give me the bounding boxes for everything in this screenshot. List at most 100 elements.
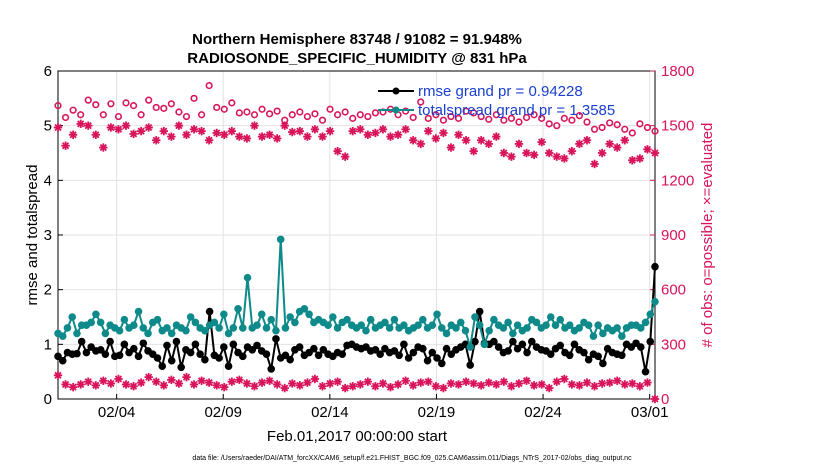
obs-evaluated-point (424, 126, 433, 136)
obs-possible-point (417, 98, 425, 106)
rmse-point (376, 350, 384, 358)
obs-low-point (84, 377, 93, 386)
obs-possible-point (311, 110, 319, 118)
obs-possible-point (273, 107, 281, 115)
obs-evaluated-point (212, 128, 221, 138)
totalspread-point (357, 321, 366, 330)
obs-evaluated-point (265, 130, 274, 139)
obs-evaluated-point (159, 126, 168, 136)
obs-possible-point (250, 111, 259, 119)
obs-possible-point (77, 111, 85, 119)
totalspread-point (96, 318, 105, 327)
legend-marker-rmse (392, 87, 400, 95)
x-tick-label: 03/01 (631, 404, 669, 421)
obs-low-point (136, 378, 146, 387)
totalspread-point (167, 329, 176, 338)
rmse-point (224, 362, 233, 371)
totalspread-point (523, 324, 531, 332)
obs-low-point (620, 380, 629, 389)
obs-evaluated-point (68, 130, 78, 139)
totalspread-point (546, 313, 555, 321)
y-axis-right-label: # of obs: o=possible; ×=evaluated (699, 123, 716, 348)
y-left-tick-label: 6 (44, 63, 52, 80)
x-tick-label: 02/24 (524, 404, 562, 421)
obs-possible-point (454, 114, 463, 122)
obs-evaluated-point (197, 126, 206, 136)
obs-evaluated-point (204, 136, 214, 145)
totalspread-point (565, 321, 574, 330)
totalspread-point (286, 313, 294, 321)
obs-low-point (431, 382, 441, 391)
obs-evaluated-point (597, 148, 607, 158)
obs-evaluated-point (537, 137, 546, 147)
obs-evaluated-point (76, 119, 85, 129)
obs-possible-point (61, 113, 70, 122)
rmse-point (409, 348, 418, 357)
obs-evaluated-point (220, 130, 229, 139)
obs-possible-point (182, 112, 191, 121)
rmse-point (134, 352, 143, 361)
obs-possible-point (54, 102, 62, 110)
rmse-point (177, 363, 185, 372)
rmse-point (594, 352, 602, 361)
rmse-point (580, 348, 588, 357)
obs-low-point (167, 375, 176, 385)
obs-low-point (363, 377, 373, 386)
rmse-point (281, 351, 290, 360)
totalspread-point (229, 324, 238, 332)
rmse-point (120, 340, 129, 349)
obs-possible-point (545, 120, 553, 128)
rmse-point (395, 351, 403, 360)
obs-possible-point (522, 113, 531, 122)
obs-evaluated-point (393, 130, 403, 139)
obs-possible-point (590, 125, 599, 133)
obs-low-point (340, 383, 350, 393)
totalspread-point (513, 321, 522, 330)
obs-evaluated-point (272, 134, 282, 143)
obs-evaluated-point (167, 132, 176, 141)
rmse-point (509, 337, 517, 346)
obs-possible-point (318, 116, 327, 124)
obs-low-point (605, 378, 614, 387)
y-right-tick-label: 600 (661, 282, 686, 299)
obs-low-point (393, 380, 403, 389)
totalspread-point (215, 324, 223, 332)
obs-possible-point (349, 114, 357, 122)
obs-possible-point (651, 127, 659, 135)
totalspread-point (130, 321, 138, 330)
chart-title-line-1: Northern Hemisphere 83748 / 91082 = 91.9… (192, 31, 522, 48)
obs-evaluated-point (318, 132, 327, 141)
obs-evaluated-point (401, 125, 410, 134)
totalspread-point (291, 318, 299, 327)
obs-possible-point (129, 102, 138, 110)
rmse-point (490, 337, 498, 346)
y-right-tick-label: 900 (661, 227, 686, 244)
rmse-point (262, 350, 271, 358)
totalspread-point (471, 313, 479, 321)
obs-possible-point (409, 113, 417, 122)
rmse-point (186, 348, 195, 357)
totalspread-point (480, 340, 489, 349)
obs-low-point (552, 377, 561, 386)
totalspread-point (224, 329, 233, 338)
obs-evaluated-point (136, 126, 146, 136)
totalspread-point (390, 315, 399, 324)
obs-evaluated-point (408, 136, 418, 145)
totalspread-point (433, 310, 441, 319)
obs-evaluated-point (552, 152, 561, 161)
rmse-point (158, 362, 167, 371)
obs-evaluated-point (84, 121, 93, 130)
obs-evaluated-point (325, 126, 335, 136)
obs-possible-point (190, 94, 198, 102)
obs-possible-point (371, 109, 379, 117)
y-right-tick-label: 1200 (661, 172, 694, 189)
obs-possible-point (500, 116, 508, 124)
totalspread-point (428, 321, 437, 330)
y-left-tick-label: 1 (44, 336, 52, 353)
obs-low-point (446, 379, 456, 388)
totalspread-point (210, 318, 219, 327)
obs-possible-point (477, 112, 485, 121)
totalspread-point (253, 321, 261, 330)
y-axis-left-ticks: 0 1 2 3 4 5 6 (44, 63, 63, 408)
x-tick-label: 02/04 (98, 404, 136, 421)
